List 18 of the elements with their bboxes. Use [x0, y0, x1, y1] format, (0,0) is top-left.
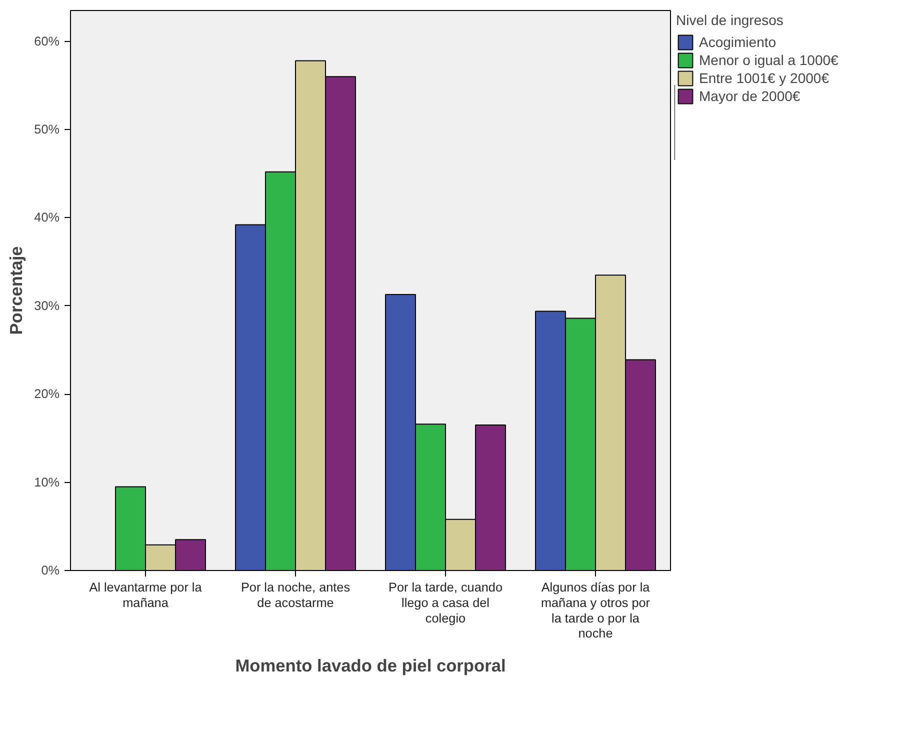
y-tick-label: 10%	[34, 475, 60, 490]
y-tick-label: 50%	[34, 122, 60, 137]
y-tick-label: 0%	[41, 564, 60, 578]
y-tick-label: 20%	[34, 387, 60, 402]
legend-label: Entre 1001€ y 2000€	[699, 70, 829, 86]
x-axis-title: Momento lavado de piel corporal	[235, 656, 506, 676]
legend-label: Mayor de 2000€	[699, 88, 800, 104]
legend-label: Menor o igual a 1000€	[699, 52, 838, 68]
x-tick-label: Algunos días por la mañana y otros por la tarde o por la noche	[540, 580, 651, 641]
legend-label: Acogimiento	[699, 34, 776, 50]
x-tick-label: Por la noche, antes de acostarme	[240, 580, 350, 610]
y-tick-label: 40%	[34, 210, 60, 225]
y-axis-title: Porcentaje	[6, 246, 26, 335]
x-tick-label: Por la tarde, cuando llego a casa del colegio	[388, 580, 502, 626]
y-tick-label: 30%	[34, 298, 60, 313]
y-tick-label: 60%	[34, 34, 60, 48]
x-tick-label: Al levantarme por la mañana	[89, 580, 203, 610]
legend-title: Nivel de ingresos	[676, 12, 784, 28]
